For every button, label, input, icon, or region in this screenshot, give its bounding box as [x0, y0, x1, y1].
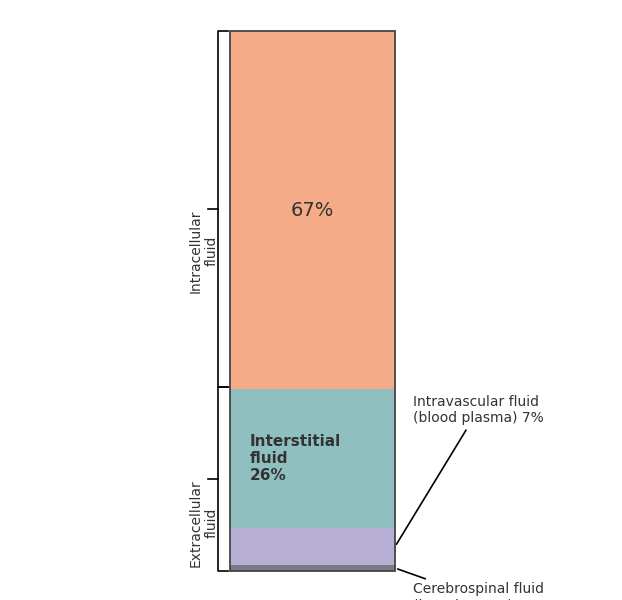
Bar: [230, 31, 395, 571]
Bar: [230, 31, 395, 389]
Bar: [230, 565, 395, 571]
Text: Interstitial
fluid
26%: Interstitial fluid 26%: [250, 434, 341, 484]
Bar: [230, 528, 395, 565]
Text: Extracellular
fluid: Extracellular fluid: [189, 479, 219, 567]
Bar: [230, 389, 395, 528]
Text: Cerebrospinal fluid
(less than 1%): Cerebrospinal fluid (less than 1%): [397, 569, 544, 600]
Text: Intravascular fluid
(blood plasma) 7%: Intravascular fluid (blood plasma) 7%: [396, 395, 544, 544]
Text: Intracellular
fluid: Intracellular fluid: [189, 209, 219, 293]
Text: 67%: 67%: [291, 200, 334, 220]
